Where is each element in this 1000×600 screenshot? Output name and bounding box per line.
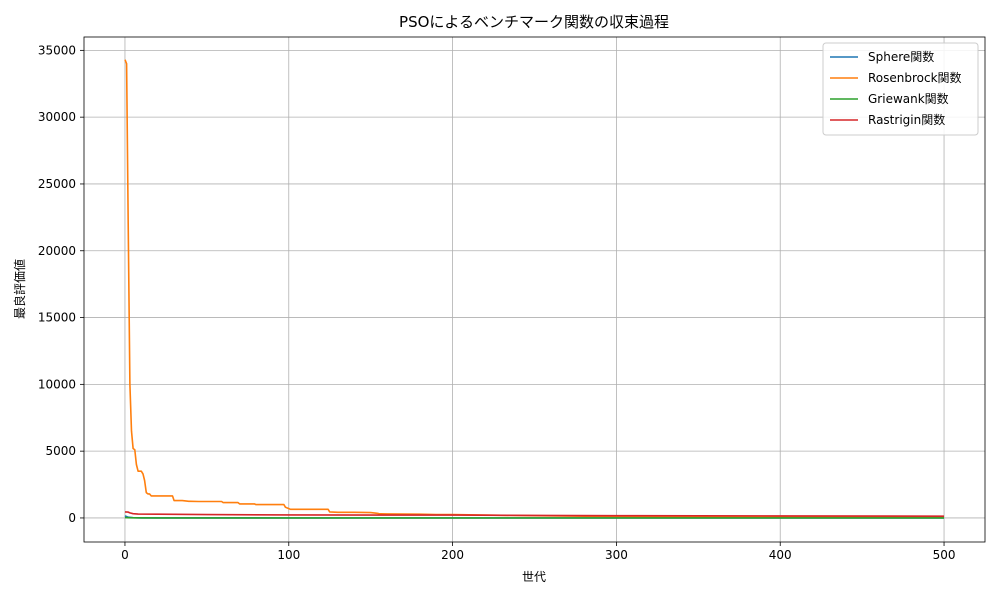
legend-label: Griewank関数 [868,91,949,106]
series-line [124,511,945,518]
x-tick-label: 400 [769,548,792,562]
legend-label: Sphere関数 [868,49,934,64]
x-tick-label: 500 [933,548,956,562]
x-axis-label: 世代 [522,570,546,584]
axis-ticks: 0 100 200 300 400 500050001000015000200002500… [38,43,956,562]
legend-label: Rastrigin関数 [868,112,945,127]
plot-frame [83,36,986,543]
legend-box [822,42,979,136]
y-tick-label: 25000 [38,177,76,191]
x-tick-label: 200 [441,548,464,562]
series-line [124,59,945,519]
y-tick-label: 20000 [38,244,76,258]
y-tick-label: 10000 [38,377,76,391]
x-tick-label: 100 [277,548,300,562]
y-axis-label: 最良評価値 [12,259,27,319]
y-tick-label: 0 [68,511,76,525]
y-tick-label: 35000 [38,43,76,57]
x-tick-label: 0 [121,548,129,562]
x-tick-label: 300 [605,548,628,562]
legend-label: Rosenbrock関数 [868,70,962,85]
chart-title: PSOによるベンチマーク関数の収束過程 [399,13,669,31]
y-tick-label: 15000 [38,311,76,325]
series-layer [124,59,945,519]
grid [84,37,985,542]
y-tick-label: 5000 [45,444,76,458]
legend: Sphere関数 Rosenbrock関数 Griewank関数 Rastrigin関… [822,42,979,136]
y-tick-label: 30000 [38,110,76,124]
